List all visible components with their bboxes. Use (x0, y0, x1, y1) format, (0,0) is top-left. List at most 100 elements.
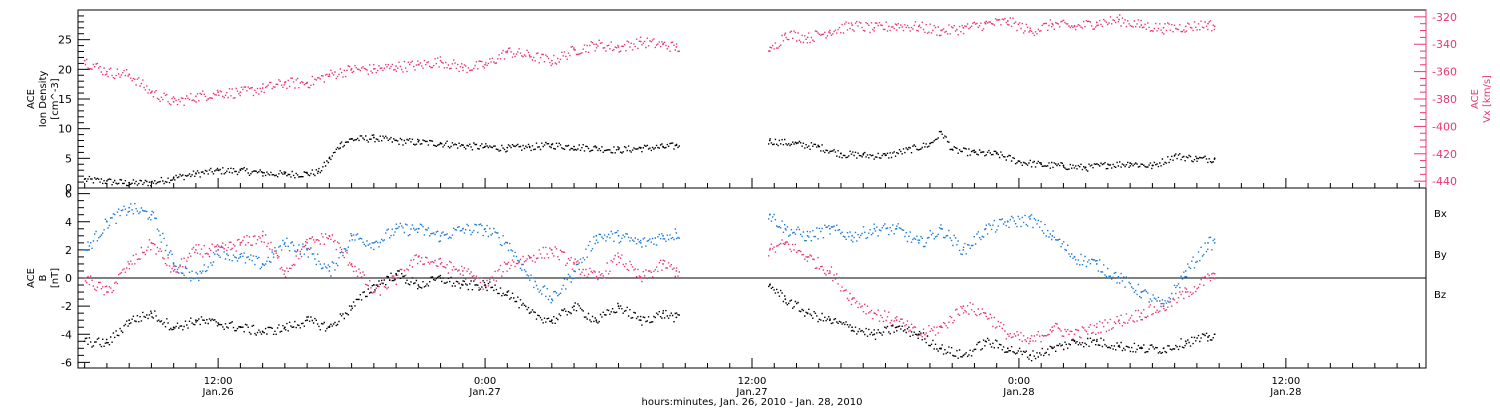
top-panel-series (83, 14, 1216, 187)
data-point (906, 148, 909, 151)
data-point (550, 143, 553, 146)
data-point (150, 181, 153, 183)
data-point (962, 248, 965, 251)
data-point (768, 248, 771, 251)
top-right-label-line2: Vx [km/s] (1482, 75, 1493, 123)
legend-by: By (1434, 250, 1447, 261)
series-vx (83, 14, 1216, 106)
x-tick-date-label: Jan.28 (1269, 387, 1301, 398)
top-left-label-units: [cm^-3] (50, 78, 61, 119)
x-axis-label: hours:minutes, Jan. 26, 2010 - Jan. 28, … (642, 397, 863, 408)
data-point (895, 319, 898, 322)
data-point (506, 146, 509, 149)
bottom-left-tick-label: 6 (65, 188, 72, 201)
data-point (675, 46, 678, 48)
data-point (675, 232, 678, 234)
data-point (1051, 234, 1054, 237)
data-point (528, 145, 531, 148)
data-point (172, 100, 175, 103)
data-point (639, 146, 642, 149)
top-right-axis-label: ACE Vx [km/s] (1470, 75, 1493, 123)
data-point (828, 29, 831, 32)
data-point (1062, 164, 1065, 167)
data-point (106, 179, 108, 182)
data-point (984, 340, 987, 343)
data-point (395, 65, 397, 68)
data-point (675, 270, 678, 272)
data-point (1207, 22, 1209, 25)
data-point (150, 312, 153, 315)
data-point (261, 330, 264, 333)
data-point (172, 270, 175, 272)
data-point (128, 206, 131, 209)
data-point (550, 59, 553, 62)
data-point (895, 24, 898, 26)
data-point (1140, 291, 1143, 293)
data-point (951, 148, 954, 151)
data-point (1184, 270, 1187, 272)
data-point (217, 322, 220, 324)
data-point (973, 151, 976, 154)
data-point (1173, 154, 1176, 157)
data-point (1073, 256, 1076, 258)
data-point (417, 63, 420, 66)
x-tick-date-label: Jan.27 (735, 387, 767, 398)
data-point (239, 256, 242, 258)
data-point (962, 305, 965, 308)
top-right-tick-label: -400 (1432, 120, 1457, 133)
data-point (1051, 347, 1054, 350)
data-point (768, 139, 771, 142)
data-point (1095, 340, 1098, 343)
data-point (194, 277, 197, 279)
data-point (194, 95, 197, 98)
x-tick-time-label: 12:00 (738, 376, 767, 387)
data-point (573, 270, 575, 272)
data-point (106, 291, 108, 293)
data-point (1195, 157, 1198, 160)
data-point (617, 148, 620, 151)
data-point (840, 152, 842, 155)
bottom-panel-series (83, 203, 1216, 362)
top-right-ticks: -320 -340 -360 -380 -400 -420 -440 (1414, 10, 1457, 188)
bottom-left-tick-label: -6 (61, 356, 72, 369)
data-point (917, 333, 920, 336)
data-point (1040, 163, 1043, 166)
series-points-bx (84, 270, 1216, 362)
x-tick-date-label: Jan.28 (1002, 387, 1034, 398)
data-point (1006, 347, 1009, 350)
data-point (506, 50, 509, 52)
data-point (784, 32, 787, 35)
data-point (828, 319, 831, 322)
data-point (1118, 344, 1120, 347)
bottom-left-label-units: [nT] (50, 268, 61, 288)
data-point (128, 263, 131, 265)
data-point (417, 227, 420, 230)
data-point (795, 142, 798, 145)
data-point (194, 248, 197, 251)
data-point (1184, 25, 1187, 28)
data-point (484, 284, 486, 286)
data-point (461, 144, 464, 147)
data-point (806, 234, 809, 237)
data-point (784, 227, 787, 230)
data-point (217, 169, 220, 172)
data-point (461, 284, 464, 286)
series-points-bz (84, 230, 1216, 345)
data-point (1118, 319, 1120, 322)
data-point (817, 145, 820, 148)
data-point (306, 248, 309, 251)
data-point (239, 91, 242, 94)
data-point (1073, 25, 1076, 28)
data-point (929, 142, 931, 145)
data-point (873, 227, 876, 230)
data-point (283, 326, 286, 329)
x-tick-time-label: 0:00 (474, 376, 496, 387)
data-point (806, 312, 809, 315)
data-point (940, 347, 942, 350)
x-tick-time-label: 0:00 (1008, 376, 1030, 387)
data-point (675, 144, 678, 147)
data-point (1018, 160, 1020, 163)
data-point (350, 234, 353, 237)
data-point (1029, 340, 1031, 343)
data-point (83, 59, 86, 62)
